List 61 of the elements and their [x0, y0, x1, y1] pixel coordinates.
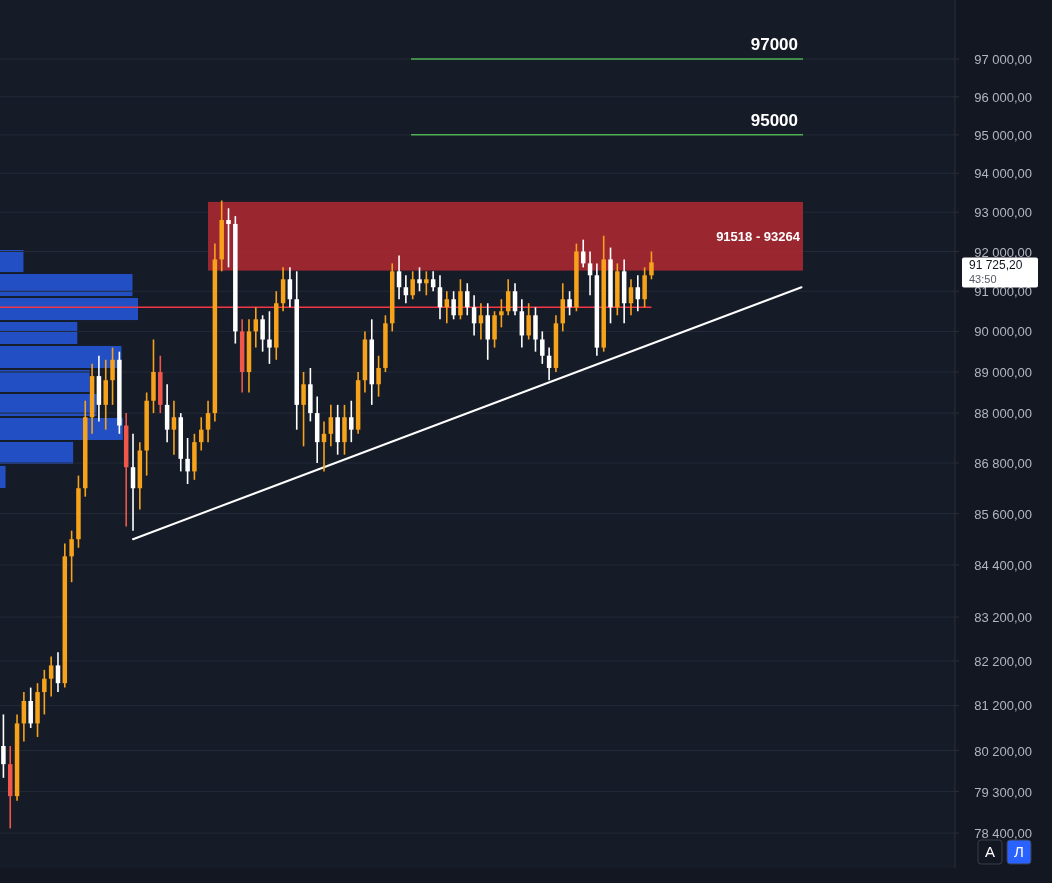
candlestick [267, 310, 272, 365]
bar [0, 441, 74, 465]
candlestick [465, 282, 470, 317]
text: 91 725,20 [969, 258, 1023, 273]
y-tick-label: 89 000,00 [974, 365, 1032, 381]
y-tick-label: 92 000,00 [974, 244, 1032, 260]
text: 43:50 [969, 273, 997, 286]
y-tick-label: 97 000,00 [974, 52, 1032, 68]
candlestick [499, 298, 504, 329]
y-tick-label: 81 200,00 [974, 698, 1032, 714]
y-tick-label: 86 800,00 [974, 456, 1032, 472]
y-tick-label: 78 400,00 [974, 826, 1032, 842]
y-tick-label: 88 000,00 [974, 406, 1032, 422]
y-tick-label: 94 000,00 [974, 166, 1032, 182]
candlestick [417, 266, 422, 293]
candlestick [55, 651, 61, 693]
candlestick [260, 314, 265, 353]
y-tick-label: 83 200,00 [974, 610, 1032, 626]
candlestick [171, 399, 177, 456]
candlestick [226, 207, 231, 269]
y-tick-label: 82 200,00 [974, 653, 1032, 669]
candlestick [410, 270, 415, 301]
y-tick-label: 84 400,00 [974, 557, 1032, 573]
bar [0, 321, 78, 345]
toggle-button: A [977, 839, 1003, 865]
candlestick [540, 330, 545, 365]
ref-line-label: 95000 [750, 110, 798, 130]
bar [0, 465, 6, 488]
candlestick [376, 354, 381, 398]
candlestick [567, 290, 572, 317]
candlestick [205, 399, 211, 443]
candlestick [185, 437, 190, 485]
y-tick-label: 91 000,00 [974, 284, 1032, 300]
y-tick-label: 95 000,00 [974, 127, 1032, 143]
y-tick-label: 96 000,00 [974, 89, 1032, 105]
candlestick [328, 404, 334, 448]
candlestick [1, 713, 6, 779]
candlestick [349, 399, 354, 443]
candlestick [69, 529, 74, 584]
bar [0, 250, 24, 273]
bar [0, 297, 138, 321]
candlestick [451, 290, 456, 321]
candlestick [301, 371, 306, 448]
candlestick [649, 250, 654, 281]
candlestick [28, 686, 33, 729]
ref-line-label: 97000 [750, 35, 798, 55]
y-tick-label: 80 200,00 [974, 743, 1032, 759]
candlestick [642, 266, 647, 309]
y-tick-label: 79 300,00 [974, 784, 1032, 800]
toggle-button: Л [1006, 839, 1032, 865]
candlestick [110, 346, 115, 406]
candlestick [42, 669, 47, 716]
y-tick-label: 85 600,00 [974, 506, 1032, 522]
band-label: 91518 - 93264 [716, 229, 801, 245]
candlestick [526, 302, 531, 341]
bar [0, 345, 122, 369]
y-tick-label: 90 000,00 [974, 324, 1032, 340]
y-tick-label: 93 000,00 [974, 205, 1032, 221]
bar [0, 273, 133, 297]
candlestick [48, 655, 54, 698]
candlestick [424, 270, 429, 297]
